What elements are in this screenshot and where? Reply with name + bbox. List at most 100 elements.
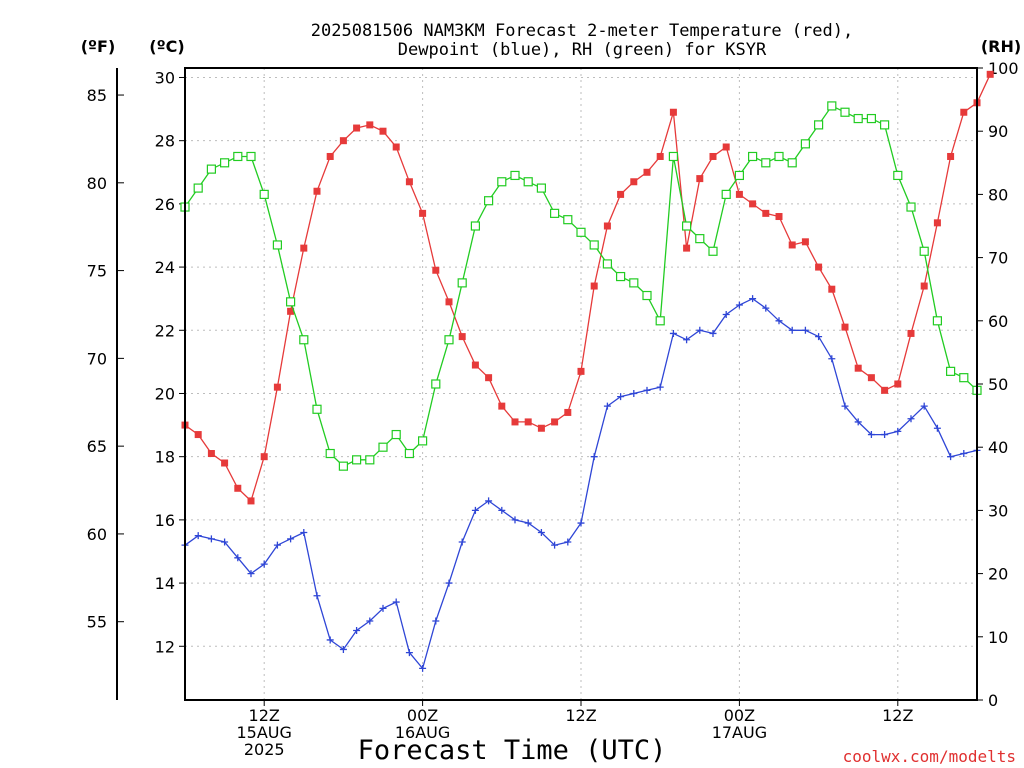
celsius-tick-label: 12 xyxy=(155,637,175,656)
dewpoint-point xyxy=(221,538,229,546)
x-tick-label: 00Z xyxy=(407,706,438,725)
dewpoint-point xyxy=(775,317,783,325)
dewpoint-point xyxy=(577,519,585,527)
rh-point xyxy=(286,297,296,307)
temperature-point xyxy=(300,244,308,252)
rh-tick-label: 100 xyxy=(988,59,1019,78)
rh-point xyxy=(484,196,494,206)
celsius-tick-label: 30 xyxy=(155,68,175,87)
dewpoint-point xyxy=(762,304,770,312)
rh-point xyxy=(708,246,718,256)
dewpoint-point xyxy=(247,570,255,578)
dewpoint-point xyxy=(207,535,215,543)
rh-point xyxy=(206,164,216,174)
rh-point xyxy=(510,170,520,181)
temperature-point xyxy=(907,329,915,337)
temperature-point xyxy=(392,143,400,151)
dewpoint-point xyxy=(722,310,730,318)
temperature-point xyxy=(432,266,440,274)
dewpoint-point xyxy=(300,529,308,537)
temperature-point xyxy=(273,383,281,391)
celsius-tick-label: 14 xyxy=(155,574,175,593)
rh-point xyxy=(233,151,243,162)
temperature-point xyxy=(577,367,585,375)
rh-point xyxy=(325,448,335,459)
rh-point xyxy=(536,183,547,193)
temperature-point xyxy=(366,121,374,129)
temperature-point xyxy=(683,244,691,252)
rh-point xyxy=(246,151,256,162)
dewpoint-point xyxy=(537,529,545,537)
dewpoint-point xyxy=(419,664,427,672)
temperature-point xyxy=(405,178,413,186)
temperature-point xyxy=(775,213,783,221)
temperature-point xyxy=(524,418,532,426)
rh-axis: 0 10 20 30 40 50 60 70 80 90 100 xyxy=(977,59,1019,710)
rh-point xyxy=(695,234,705,244)
temperature-point xyxy=(379,127,387,135)
celsius-tick-label: 26 xyxy=(155,195,175,214)
dewpoint-point xyxy=(234,554,242,562)
temperature-point xyxy=(590,282,598,290)
celsius-tick-label: 18 xyxy=(155,448,175,467)
dewpoint-point xyxy=(339,645,347,653)
temperature-point xyxy=(920,282,928,290)
rh-point xyxy=(576,227,586,237)
temperature-point xyxy=(339,137,347,145)
dewpoint-point xyxy=(920,402,928,410)
temperature-point xyxy=(194,431,202,439)
dewpoint-point xyxy=(828,355,836,363)
temperature-point xyxy=(485,374,493,382)
rh-tick-label: 60 xyxy=(988,312,1008,331)
dewpoint-point xyxy=(749,295,757,303)
temperature-point xyxy=(247,497,255,505)
temperature-point xyxy=(841,323,849,331)
dewpoint-point xyxy=(894,427,902,435)
temperature-point xyxy=(471,361,479,369)
chart-title-line-2: Dewpoint (blue), RH (green) for KSYR xyxy=(398,40,767,60)
dewpoint-point xyxy=(485,497,493,505)
temperature-point xyxy=(669,108,677,116)
dewpoint-point xyxy=(379,604,387,612)
x-tick-label: 2025 xyxy=(244,740,285,759)
celsius-tick-label: 22 xyxy=(155,321,175,340)
temperature-point xyxy=(960,108,968,116)
dewpoint-point xyxy=(960,450,968,458)
rh-tick-label: 70 xyxy=(988,249,1008,268)
rh-point xyxy=(787,158,797,168)
fahrenheit-tick-label: 60 xyxy=(87,525,107,544)
rh-point xyxy=(312,404,322,414)
celsius-axis: 12 14 16 18 20 22 24 26 28 30 xyxy=(155,68,185,656)
rh-point xyxy=(919,246,929,256)
rh-series xyxy=(180,101,982,471)
rh-point xyxy=(655,316,665,326)
rh-point xyxy=(945,366,956,376)
rh-point xyxy=(589,240,599,250)
source-credit: coolwx.com/modelts xyxy=(843,747,1016,766)
rh-point xyxy=(378,442,388,452)
dewpoint-point xyxy=(867,431,875,439)
dewpoint-point xyxy=(656,383,664,391)
temperature-point xyxy=(419,209,427,217)
rh-tick-label: 0 xyxy=(988,691,998,710)
rh-point xyxy=(681,221,692,231)
dewpoint-point xyxy=(696,326,704,334)
rh-tick-label: 80 xyxy=(988,185,1008,204)
dewpoint-point xyxy=(405,649,413,657)
celsius-tick-label: 28 xyxy=(155,132,175,151)
x-tick-label: 15AUG xyxy=(236,723,291,742)
rh-tick-label: 50 xyxy=(988,375,1008,394)
dewpoint-point xyxy=(511,516,519,524)
rh-point xyxy=(259,189,269,199)
dewpoint-point xyxy=(683,336,691,344)
temperature-point xyxy=(709,152,717,160)
rh-point xyxy=(193,183,203,193)
fahrenheit-tick-label: 85 xyxy=(87,86,107,105)
dewpoint-point xyxy=(498,506,506,514)
dewpoint-point xyxy=(590,453,598,461)
dewpoint-point xyxy=(630,389,638,397)
rh-point xyxy=(959,373,969,383)
dewpoint-point xyxy=(260,560,268,568)
rh-point xyxy=(827,101,837,111)
dewpoint-point xyxy=(524,519,532,527)
